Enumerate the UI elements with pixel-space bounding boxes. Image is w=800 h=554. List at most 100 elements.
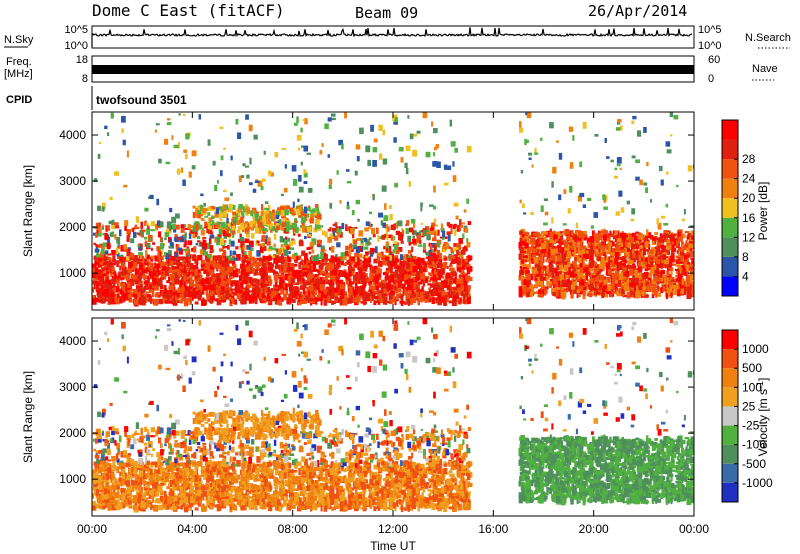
- power-echo: [219, 266, 225, 274]
- power-echo: [280, 215, 286, 219]
- power-echo: [301, 226, 306, 233]
- power-echo: [344, 250, 349, 256]
- power-echo: [418, 297, 424, 303]
- power-echo: [255, 215, 259, 218]
- power-echo: [427, 283, 432, 286]
- power-echo: [118, 271, 124, 277]
- power-echo: [560, 256, 564, 262]
- power-echo: [644, 248, 650, 252]
- power-echo: [325, 279, 329, 285]
- power-echo: [273, 221, 277, 226]
- power-echo: [389, 251, 393, 256]
- power-echo: [339, 295, 344, 300]
- power-echo: [385, 256, 390, 261]
- power-echo: [335, 296, 339, 301]
- power-echo: [403, 301, 407, 305]
- power-echo: [383, 288, 387, 294]
- power-echo: [176, 237, 181, 241]
- power-echo: [212, 216, 215, 219]
- power-echo: [203, 226, 207, 229]
- power-echo: [631, 290, 636, 296]
- power-echo: [622, 232, 627, 240]
- power-echo: [283, 287, 286, 291]
- power-echo: [619, 279, 622, 287]
- power-echo: [294, 220, 298, 224]
- power-echo: [449, 300, 455, 304]
- power-echo: [223, 265, 226, 272]
- power-echo: [520, 234, 523, 238]
- power-echo: [466, 267, 471, 275]
- power-echo: [288, 300, 291, 305]
- power-echo: [234, 280, 238, 287]
- power-echo: [417, 298, 420, 305]
- power-echo: [195, 243, 199, 246]
- power-echo: [245, 276, 248, 281]
- power-echo: [388, 245, 392, 253]
- power-echo: [154, 255, 159, 262]
- power-echo: [362, 288, 366, 295]
- power-echo: [460, 222, 465, 225]
- power-echo: [105, 279, 111, 284]
- power-echo: [219, 290, 222, 297]
- power-echo: [333, 273, 339, 280]
- power-echo: [348, 248, 352, 255]
- power-echo: [238, 289, 243, 294]
- power-echo: [329, 275, 334, 279]
- power-echo: [433, 283, 438, 288]
- power-echo: [340, 252, 346, 258]
- power-echo: [429, 260, 432, 265]
- power-echo: [199, 287, 205, 295]
- power-echo: [352, 244, 358, 248]
- power-echo: [245, 221, 249, 227]
- power-echo: [265, 213, 271, 220]
- power-echo: [396, 288, 402, 293]
- power-echo: [632, 237, 636, 243]
- power-echo: [96, 289, 101, 294]
- power-echo: [150, 247, 153, 251]
- power-echo: [599, 267, 603, 272]
- power-echo: [647, 274, 651, 280]
- power-echo: [158, 256, 162, 262]
- power-echo: [375, 260, 380, 264]
- power-echo: [567, 266, 571, 273]
- power-echo: [376, 295, 382, 302]
- power-echo: [413, 291, 419, 296]
- power-echo: [661, 284, 667, 289]
- power-echo: [536, 276, 541, 280]
- power-echo: [142, 268, 147, 273]
- power-echo: [110, 262, 113, 267]
- power-echo: [116, 260, 120, 268]
- power-echo: [294, 256, 299, 261]
- power-echo: [278, 276, 283, 280]
- power-echo: [649, 234, 654, 240]
- power-echo: [218, 206, 223, 214]
- power-echo: [318, 265, 321, 271]
- power-echo: [348, 291, 351, 298]
- power-echo: [666, 278, 669, 282]
- power-echo: [122, 286, 125, 293]
- power-echo: [339, 228, 342, 235]
- power-echo: [100, 285, 104, 291]
- power-echo: [222, 204, 226, 210]
- power-echo: [415, 270, 421, 278]
- power-echo: [163, 262, 168, 266]
- power-echo: [116, 236, 121, 244]
- power-echo: [163, 284, 167, 292]
- power-echo: [155, 223, 159, 231]
- power-echo: [587, 279, 590, 285]
- power-echo: [534, 267, 539, 274]
- power-echo: [171, 262, 176, 265]
- power-echo: [437, 252, 443, 260]
- power-echo: [560, 260, 565, 264]
- power-echo: [431, 267, 435, 273]
- power-echo: [302, 287, 306, 295]
- power-echo: [157, 279, 163, 287]
- power-echo: [317, 283, 321, 288]
- power-echo: [563, 229, 567, 236]
- power-echo: [438, 240, 441, 248]
- power-echo: [212, 249, 215, 253]
- power-echo: [276, 249, 280, 254]
- power-echo: [639, 290, 642, 295]
- power-echo: [215, 273, 221, 280]
- power-echo: [618, 256, 623, 261]
